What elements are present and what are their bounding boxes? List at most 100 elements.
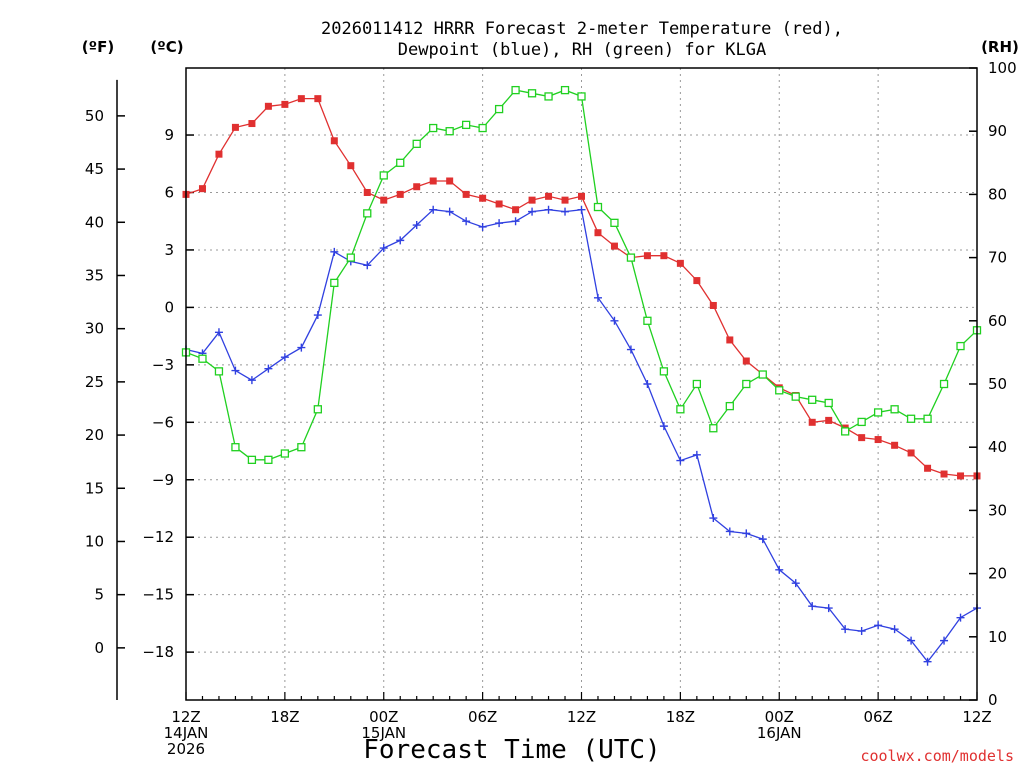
point-rh-24: [577, 92, 586, 101]
point-rh-28: [643, 316, 652, 325]
fahrenheit-tick-label-9: 5: [94, 586, 104, 604]
point-dewpoint-35: [758, 535, 767, 544]
point-rh-30: [676, 405, 685, 414]
point-rh-26: [610, 218, 619, 227]
time-tick-label-0-1: 14JAN: [164, 724, 209, 742]
chart-title: 2026011412 HRRR Forecast 2-meter Tempera…: [321, 19, 843, 60]
point-rh-5: [264, 455, 273, 464]
point-rh-10: [346, 253, 355, 262]
point-temperature-7: [297, 95, 305, 103]
point-temperature-14: [413, 183, 421, 191]
plot-frame: [185, 67, 978, 701]
point-temperature-2: [215, 150, 223, 158]
point-temperature-29: [660, 252, 668, 260]
point-dewpoint-2: [214, 328, 223, 337]
point-temperature-28: [643, 252, 651, 260]
point-rh-37: [791, 392, 800, 401]
point-temperature-15: [429, 177, 437, 185]
point-temperature-1: [198, 185, 206, 193]
point-dewpoint-16: [445, 207, 454, 216]
point-temperature-6: [281, 100, 289, 108]
point-rh-34: [742, 379, 751, 389]
point-temperature-38: [808, 418, 816, 426]
point-dewpoint-36: [775, 565, 784, 574]
celsius-tick-label-9: −18: [142, 643, 174, 661]
title-line-1: 2026011412 HRRR Forecast 2-meter Tempera…: [321, 19, 843, 39]
fahrenheit-tick-label-0: 50: [85, 107, 104, 125]
point-dewpoint-15: [429, 205, 438, 214]
point-rh-6: [280, 449, 290, 458]
point-rh-23: [560, 85, 570, 95]
point-dewpoint-20: [511, 217, 520, 226]
point-dewpoint-5: [264, 364, 273, 373]
celsius-tick-label-5: −6: [152, 413, 174, 431]
point-rh-27: [626, 253, 636, 262]
point-rh-44: [906, 414, 916, 423]
point-dewpoint-22: [544, 205, 553, 214]
point-dewpoint-38: [808, 602, 817, 611]
time-tick-label-0-0: 12Z: [171, 708, 200, 726]
celsius-tick-label-8: −15: [142, 586, 174, 604]
point-dewpoint-43: [890, 625, 899, 634]
point-dewpoint-44: [907, 636, 916, 645]
point-dewpoint-40: [841, 625, 850, 634]
point-rh-38: [808, 395, 817, 404]
point-rh-47: [956, 341, 965, 351]
point-rh-9: [330, 278, 339, 288]
point-dewpoint-18: [478, 222, 487, 231]
point-temperature-24: [578, 192, 585, 200]
celsius-tick-label-3: 0: [164, 298, 174, 316]
point-temperature-8: [314, 95, 322, 103]
fahrenheit-tick-label-8: 10: [85, 532, 104, 550]
time-tick-label-7-0: 06Z: [863, 708, 892, 726]
rh-tick-label-8: 20: [988, 565, 1007, 583]
fahrenheit-axis-label: (ºF): [82, 38, 114, 56]
point-rh-8: [313, 405, 322, 414]
point-temperature-12: [380, 196, 388, 204]
point-temperature-39: [825, 416, 833, 424]
celsius-axis: 9 6 3 0 −3 −6 −9 −12 −15 −18: [142, 126, 194, 661]
time-tick-label-8-0: 12Z: [962, 708, 991, 726]
title-line-2: Dewpoint (blue), RH (green) for KLGA: [398, 40, 766, 60]
rh-tick-label-0: 100: [988, 59, 1017, 77]
point-rh-31: [692, 379, 702, 389]
celsius-tick-label-6: −9: [152, 471, 174, 489]
fahrenheit-tick-label-6: 20: [85, 426, 104, 444]
point-temperature-32: [709, 301, 717, 309]
point-dewpoint-33: [725, 527, 734, 536]
point-dewpoint-12: [379, 244, 388, 253]
point-rh-39: [824, 398, 833, 408]
point-rh-33: [725, 401, 734, 411]
point-temperature-10: [347, 162, 355, 170]
point-rh-18: [478, 123, 487, 133]
grid-lines: [186, 68, 977, 700]
point-dewpoint-9: [330, 247, 339, 256]
point-rh-19: [494, 104, 504, 114]
point-dewpoint-31: [692, 450, 701, 459]
point-rh-43: [890, 405, 899, 414]
point-temperature-11: [363, 188, 371, 196]
fahrenheit-tick-label-10: 0: [94, 639, 104, 657]
point-rh-12: [379, 171, 388, 180]
point-dewpoint-19: [495, 219, 504, 228]
x-axis-title: Forecast Time (UTC): [363, 735, 660, 765]
time-tick-label-0-2: 2026: [167, 740, 205, 758]
rh-tick-label-7: 30: [988, 501, 1007, 519]
point-dewpoint-4: [247, 376, 256, 385]
point-temperature-5: [264, 102, 272, 110]
point-rh-36: [775, 386, 784, 395]
point-dewpoint-42: [874, 621, 883, 630]
point-temperature-43: [891, 441, 899, 449]
point-temperature-9: [330, 137, 338, 145]
point-temperature-18: [479, 194, 487, 202]
time-tick-label-3-0: 06Z: [468, 708, 497, 726]
point-rh-22: [544, 92, 553, 101]
point-dewpoint-26: [610, 316, 619, 325]
time-tick-label-2-0: 00Z: [369, 708, 398, 726]
point-temperature-13: [396, 190, 404, 198]
point-rh-3: [231, 443, 240, 452]
celsius-axis-label: (ºC): [150, 38, 183, 56]
